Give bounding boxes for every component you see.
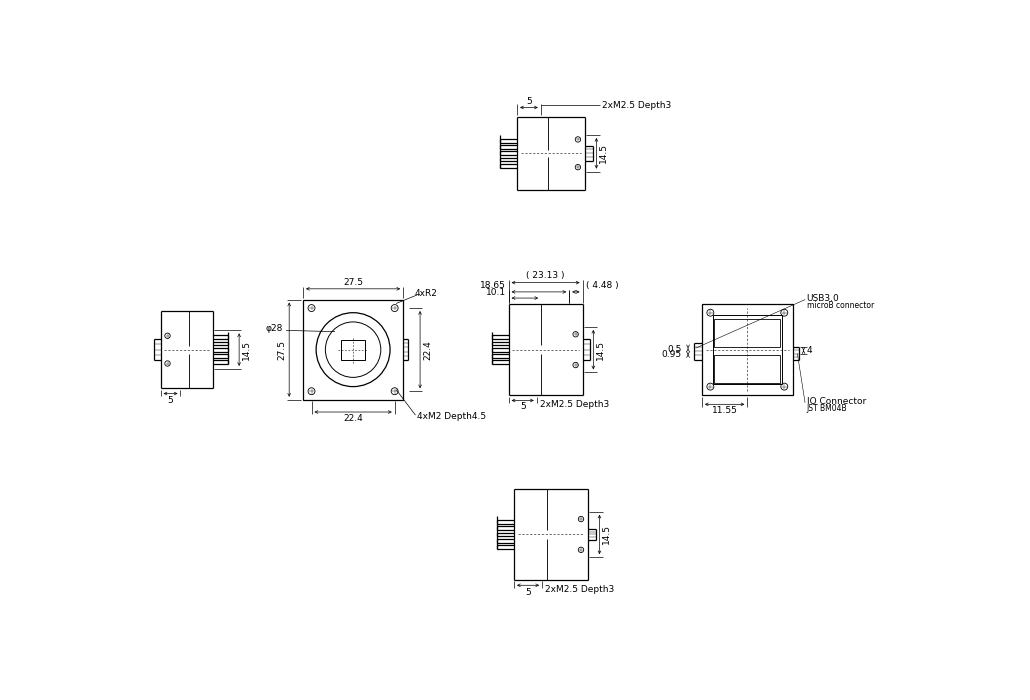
Text: 22.4: 22.4 (423, 340, 433, 360)
Text: 4xM2 Depth4.5: 4xM2 Depth4.5 (417, 412, 486, 421)
Text: 14.5: 14.5 (602, 524, 611, 545)
Text: IO Connector: IO Connector (806, 397, 866, 406)
Text: 4xR2: 4xR2 (415, 289, 438, 298)
Text: 18.65: 18.65 (480, 281, 507, 290)
Text: 27.5: 27.5 (343, 278, 364, 287)
Text: 11.55: 11.55 (712, 406, 737, 415)
Text: JST BM04B: JST BM04B (806, 405, 848, 414)
Text: 14.5: 14.5 (598, 144, 608, 163)
Text: 2xM2.5 Depth3: 2xM2.5 Depth3 (540, 400, 609, 409)
Text: 0.5: 0.5 (667, 345, 682, 354)
Text: φ28: φ28 (265, 323, 282, 332)
Bar (341, 340, 366, 360)
Text: 22.4: 22.4 (343, 414, 363, 423)
Bar (701, 304, 793, 395)
Text: 10.1: 10.1 (486, 288, 507, 298)
Text: 14.5: 14.5 (595, 340, 605, 360)
Bar (714, 355, 781, 383)
Text: 5: 5 (526, 97, 531, 106)
Bar (713, 315, 782, 384)
Text: 5: 5 (168, 396, 173, 405)
Text: 0.95: 0.95 (661, 350, 682, 359)
Bar (714, 319, 781, 346)
Text: 14.5: 14.5 (242, 340, 250, 360)
Text: USB3.0: USB3.0 (806, 293, 839, 302)
Text: 4: 4 (806, 346, 813, 355)
Text: 2xM2.5 Depth3: 2xM2.5 Depth3 (545, 584, 615, 594)
Text: microB connector: microB connector (806, 301, 873, 310)
Text: 27.5: 27.5 (278, 340, 286, 360)
Text: 2xM2.5 Depth3: 2xM2.5 Depth3 (602, 101, 672, 110)
Bar (303, 300, 403, 400)
Text: 5: 5 (525, 588, 530, 596)
Text: ( 4.48 ): ( 4.48 ) (586, 281, 618, 290)
Text: 5: 5 (520, 402, 525, 411)
Text: ( 23.13 ): ( 23.13 ) (526, 271, 564, 280)
